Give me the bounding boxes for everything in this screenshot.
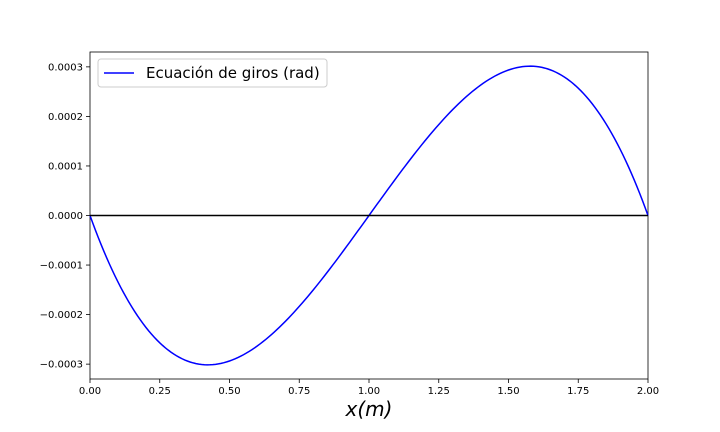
x-tick-label: 1.50 xyxy=(497,386,519,397)
x-tick-label: 0.00 xyxy=(79,386,101,397)
legend-box xyxy=(97,58,328,88)
x-tick-label: 0.75 xyxy=(288,386,310,397)
y-tick-label: 0.0000 xyxy=(48,211,83,222)
x-axis-label: x(m) xyxy=(345,397,393,421)
x-tick-label: 2.00 xyxy=(637,386,659,397)
x-tick-label: 0.50 xyxy=(218,386,240,397)
y-tick-label: −0.0002 xyxy=(40,310,83,321)
legend-label: Ecuación de giros (rad) xyxy=(146,64,320,82)
y-tick-label: −0.0001 xyxy=(40,261,83,272)
y-axis: −0.0003 −0.0002 −0.0001 0.0000 0.0001 0.0002 0… xyxy=(40,62,90,371)
x-tick-label: 1.25 xyxy=(428,386,450,397)
y-tick-label: −0.0003 xyxy=(40,360,83,371)
x-tick-label: 1.00 xyxy=(358,386,380,397)
y-tick-label: 0.0001 xyxy=(48,161,83,172)
legend: Ecuación de giros (rad) xyxy=(97,58,328,88)
y-tick-label: 0.0002 xyxy=(48,112,83,123)
x-tick-label: 0.25 xyxy=(149,386,171,397)
x-tick-label: 1.75 xyxy=(567,386,589,397)
y-tick-label: 0.0003 xyxy=(48,62,83,73)
series-layer xyxy=(89,65,649,366)
x-axis: 0.00 0.25 0.50 0.75 1.00 1.25 1.50 1.75 2.00 xyxy=(79,379,659,397)
